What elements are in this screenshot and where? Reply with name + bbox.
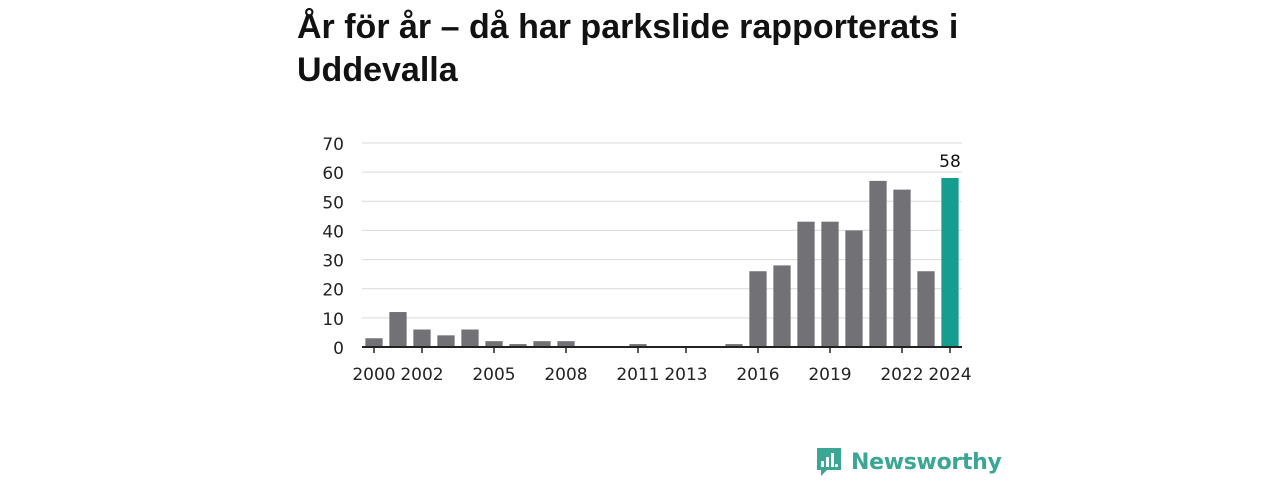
- y-tick-label: 30: [322, 252, 344, 272]
- data-labels: 58: [939, 152, 961, 172]
- bars: [365, 177, 959, 347]
- y-tick-label: 60: [322, 164, 344, 184]
- y-tick-label: 10: [322, 310, 344, 330]
- bar-2019: [821, 221, 839, 347]
- x-tick-label: 2002: [400, 365, 443, 385]
- bar-2005: [485, 341, 503, 347]
- x-tick-label: 2016: [736, 365, 779, 385]
- bar-2022: [893, 189, 911, 347]
- bar-2004: [461, 329, 479, 347]
- y-tick-label: 40: [322, 222, 344, 242]
- bar-2001: [389, 312, 407, 347]
- bar-2007: [533, 341, 551, 347]
- y-tick-label: 70: [322, 135, 344, 155]
- x-axis-ticks: 2000 2002 2005 2008 2011 2013 2016 2019 2022 2024: [352, 347, 972, 385]
- y-tick-label: 0: [333, 339, 344, 359]
- bar-2021: [869, 180, 887, 347]
- x-tick-label: 2005: [472, 365, 515, 385]
- bar-2017: [773, 265, 791, 347]
- bar-2023: [917, 271, 935, 347]
- bar-2018: [797, 221, 815, 347]
- bar-2015: [725, 344, 743, 347]
- newsworthy-logo-icon: [817, 448, 841, 476]
- x-tick-label: 2008: [544, 365, 587, 385]
- bar-2000: [365, 338, 383, 347]
- bar-2008: [557, 341, 575, 347]
- bar-2020: [845, 230, 863, 347]
- y-tick-label: 20: [322, 281, 344, 301]
- bar-2024: [941, 177, 959, 347]
- brand-name: Newsworthy: [851, 449, 1002, 475]
- y-axis-ticks: 0 10 20 30 40 50 60 70: [322, 135, 344, 359]
- data-label-2024: 58: [939, 152, 961, 172]
- bar-2003: [437, 335, 455, 347]
- x-tick-label: 2000: [352, 365, 395, 385]
- x-tick-label: 2022: [880, 365, 923, 385]
- x-tick-label: 2024: [928, 365, 971, 385]
- bar-2006: [509, 344, 527, 347]
- chart-title: År för år – då har parkslide rapporterat…: [297, 8, 959, 89]
- bar-2016: [749, 271, 767, 347]
- x-tick-label: 2013: [664, 365, 707, 385]
- y-tick-label: 50: [322, 193, 344, 213]
- bar-2011: [629, 344, 647, 347]
- bar-2002: [413, 329, 431, 347]
- x-tick-label: 2019: [808, 365, 851, 385]
- newsworthy-logo[interactable]: Newsworthy: [815, 446, 1002, 478]
- x-tick-label: 2011: [616, 365, 659, 385]
